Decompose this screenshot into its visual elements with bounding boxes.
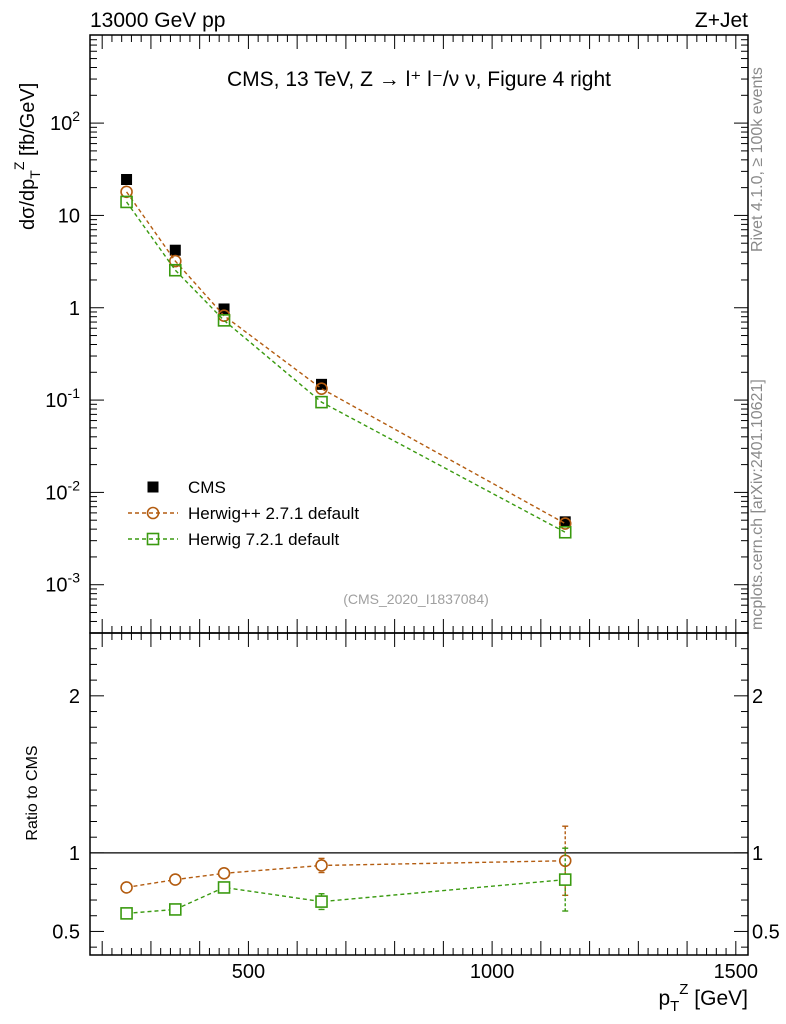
data-marker-herwig7	[217, 881, 231, 894]
ratio-plot-frame	[89, 632, 749, 956]
data-marker-herwig7	[558, 873, 572, 886]
data-marker-cms	[218, 303, 230, 315]
data-marker-herwigpp	[217, 867, 231, 880]
data-marker-herwigpp	[146, 506, 160, 520]
data-marker-cms	[169, 244, 181, 256]
ratio-series-line	[126, 878, 566, 915]
data-marker-cms	[121, 173, 133, 185]
plot-title: CMS, 13 TeV, Z → l⁺ l⁻/ν ν, Figure 4 rig…	[227, 68, 611, 91]
data-marker-herwig7	[558, 525, 572, 539]
ratio-axis-ticks: 0.5 0.5 1 1 2 2	[52, 632, 780, 948]
main-axis-ticks: 102 10 1 10-1 10-2 10-3	[45, 34, 748, 634]
data-marker-herwig7	[315, 895, 328, 908]
data-marker-herwigpp	[120, 185, 133, 199]
legend-label: Herwig 7.2.1 default	[188, 530, 339, 549]
legend: CMS Herwig++ 2.7.1 default Herwig 7.2.1 de…	[128, 478, 359, 549]
data-marker-herwig7	[168, 263, 182, 277]
data-marker-herwig7	[146, 532, 160, 546]
data-marker-cms	[147, 481, 159, 493]
ratio-y-tick-label-right: 0.5	[752, 921, 780, 943]
ratio-series-group	[120, 825, 572, 920]
legend-label: CMS	[188, 478, 226, 497]
ratio-y-tick-label-right: 1	[752, 843, 763, 865]
process-label: Z+Jet	[695, 9, 748, 32]
data-marker-herwig7	[120, 195, 133, 209]
series-line	[125, 191, 566, 525]
y-tick-label: 10	[58, 205, 80, 227]
data-marker-herwigpp	[315, 859, 328, 872]
ratio-series-line	[126, 860, 566, 889]
data-marker-herwigpp	[168, 873, 182, 886]
ratio-y-tick-label: 2	[69, 686, 80, 708]
x-tick-label: 1500	[714, 961, 759, 983]
beam-energy-label: 13000 GeV pp	[90, 9, 225, 32]
data-marker-herwig7	[217, 314, 231, 327]
main-y-axis-label: dσ/dpTZ [fb/GeV]	[11, 83, 43, 230]
legend-label: Herwig++ 2.7.1 default	[188, 504, 359, 523]
y-tick-label: 102	[50, 108, 80, 135]
x-tick-label: 1000	[470, 961, 515, 983]
data-marker-herwig7	[168, 903, 182, 916]
ratio-y-tick-label: 0.5	[52, 921, 80, 943]
ratio-y-axis-label: Ratio to CMS	[24, 745, 41, 840]
y-tick-label: 10-3	[45, 570, 80, 597]
analysis-id-label: (CMS_2020_I1837084)	[343, 591, 489, 607]
data-marker-cms	[316, 378, 328, 390]
series-line	[125, 201, 566, 533]
y-tick-label: 10-2	[45, 477, 80, 504]
ratio-y-tick-label: 1	[69, 843, 80, 865]
y-tick-label: 1	[69, 298, 80, 320]
main-series-group	[120, 173, 572, 539]
data-marker-cms	[559, 516, 571, 528]
x-tick-label: 500	[232, 961, 265, 983]
data-marker-herwigpp	[558, 517, 572, 530]
data-marker-herwig7	[315, 395, 328, 409]
data-marker-herwig7	[120, 907, 133, 920]
rivet-version-label: Rivet 4.1.0, ≥ 100k events	[749, 67, 766, 252]
x-axis-label: pTZ [GeV]	[658, 981, 748, 1015]
ratio-y-tick-label-right: 2	[752, 686, 763, 708]
x-axis-ticks: 500 1000 1500	[101, 35, 759, 983]
mcplots-label: mcplots.cern.ch [arXiv:2401.10621]	[749, 379, 766, 630]
y-tick-label: 10-1	[45, 385, 80, 412]
data-marker-herwigpp	[168, 254, 182, 268]
data-marker-herwigpp	[120, 881, 133, 894]
data-marker-herwigpp	[315, 382, 328, 395]
